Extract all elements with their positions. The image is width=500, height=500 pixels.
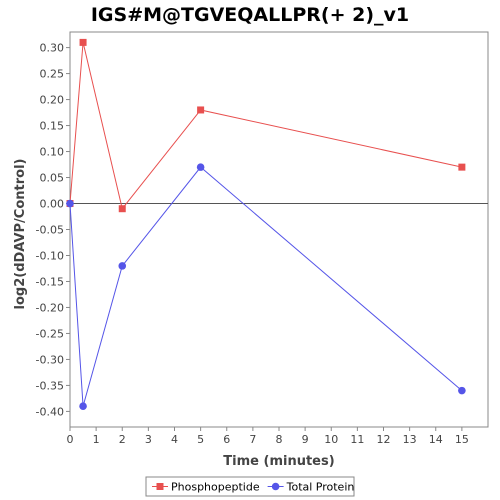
- legend-swatch-marker: [156, 483, 164, 490]
- y-axis-label: log2(dDAVP/Control): [13, 159, 28, 310]
- plot-frame: [69, 31, 489, 428]
- x-tick-label: 4: [171, 433, 178, 446]
- x-tick-label: 6: [223, 433, 230, 446]
- legend-box: [145, 476, 355, 497]
- y-tick-label: -0.40: [36, 405, 64, 418]
- x-tick-label: 15: [455, 433, 469, 446]
- y-tick-label: -0.15: [36, 275, 64, 288]
- legend-label-phosphopeptide: Phosphopeptide: [171, 481, 260, 494]
- x-tick-label: 3: [145, 433, 152, 446]
- y-tick-label: 0.05: [40, 172, 65, 185]
- y-tick-label: -0.25: [36, 327, 64, 340]
- phosphopeptide-point: [197, 106, 205, 114]
- legend-label-total-protein: Total Protein: [286, 481, 355, 494]
- total-protein-point: [196, 163, 205, 171]
- x-tick-label: 13: [403, 433, 417, 446]
- total-protein-point: [458, 386, 466, 395]
- y-tick-label: -0.20: [36, 301, 64, 314]
- y-tick-label: 0.25: [40, 68, 65, 81]
- legend-swatch-marker: [271, 482, 280, 491]
- legend: Phosphopeptide Total Protein: [145, 476, 355, 497]
- y-tick-label: -0.10: [36, 249, 64, 262]
- x-tick-label: 12: [377, 433, 391, 446]
- chart-title: IGS#M@TGVEQALLPR(+ 2)_v1: [91, 4, 409, 26]
- y-tick-label: 0.00: [40, 198, 65, 211]
- phosphopeptide-point: [118, 205, 126, 213]
- x-tick-label: 0: [67, 433, 74, 446]
- x-tick-label: 1: [93, 433, 100, 446]
- total-protein-point: [79, 402, 87, 411]
- plot-area: 0.30 0.25 0.20 0.15 0.10 0.05 0.00 -0.05 -0.10 -0…: [36, 31, 489, 446]
- x-tick-label: 10: [324, 433, 338, 446]
- x-tick-label: 5: [197, 433, 204, 446]
- y-tick-label: 0.15: [40, 120, 65, 133]
- x-tick-label: 9: [302, 433, 309, 446]
- y-tick-label: 0.10: [40, 146, 65, 159]
- y-tick-label: -0.30: [36, 353, 64, 366]
- x-tick-label: 8: [276, 433, 283, 446]
- total-protein-point: [66, 199, 74, 208]
- x-tick-label: 11: [350, 433, 364, 446]
- x-tick-label: 2: [119, 433, 126, 446]
- x-tick-label: 14: [429, 433, 443, 446]
- y-tick-label: -0.35: [36, 379, 64, 392]
- y-tick-label: 0.30: [40, 42, 65, 55]
- phosphopeptide-point: [458, 163, 466, 171]
- x-axis-label: Time (minutes): [223, 454, 334, 469]
- y-tick-label: -0.05: [36, 224, 64, 237]
- y-tick-label: 0.20: [40, 94, 65, 107]
- x-tick-label: 7: [249, 433, 256, 446]
- phosphopeptide-point: [79, 38, 87, 46]
- total-protein-point: [118, 262, 127, 270]
